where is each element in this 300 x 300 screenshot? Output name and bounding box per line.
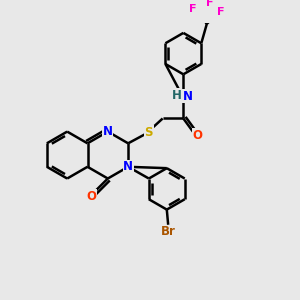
Text: F: F xyxy=(206,0,213,8)
Text: S: S xyxy=(145,126,153,139)
Text: O: O xyxy=(192,129,202,142)
Text: N: N xyxy=(123,160,133,173)
Text: N: N xyxy=(182,90,193,103)
Text: H: H xyxy=(172,88,182,101)
Text: O: O xyxy=(86,190,96,203)
Text: N: N xyxy=(103,125,113,138)
Text: F: F xyxy=(189,4,197,14)
Text: Br: Br xyxy=(161,225,176,238)
Text: F: F xyxy=(217,7,224,16)
